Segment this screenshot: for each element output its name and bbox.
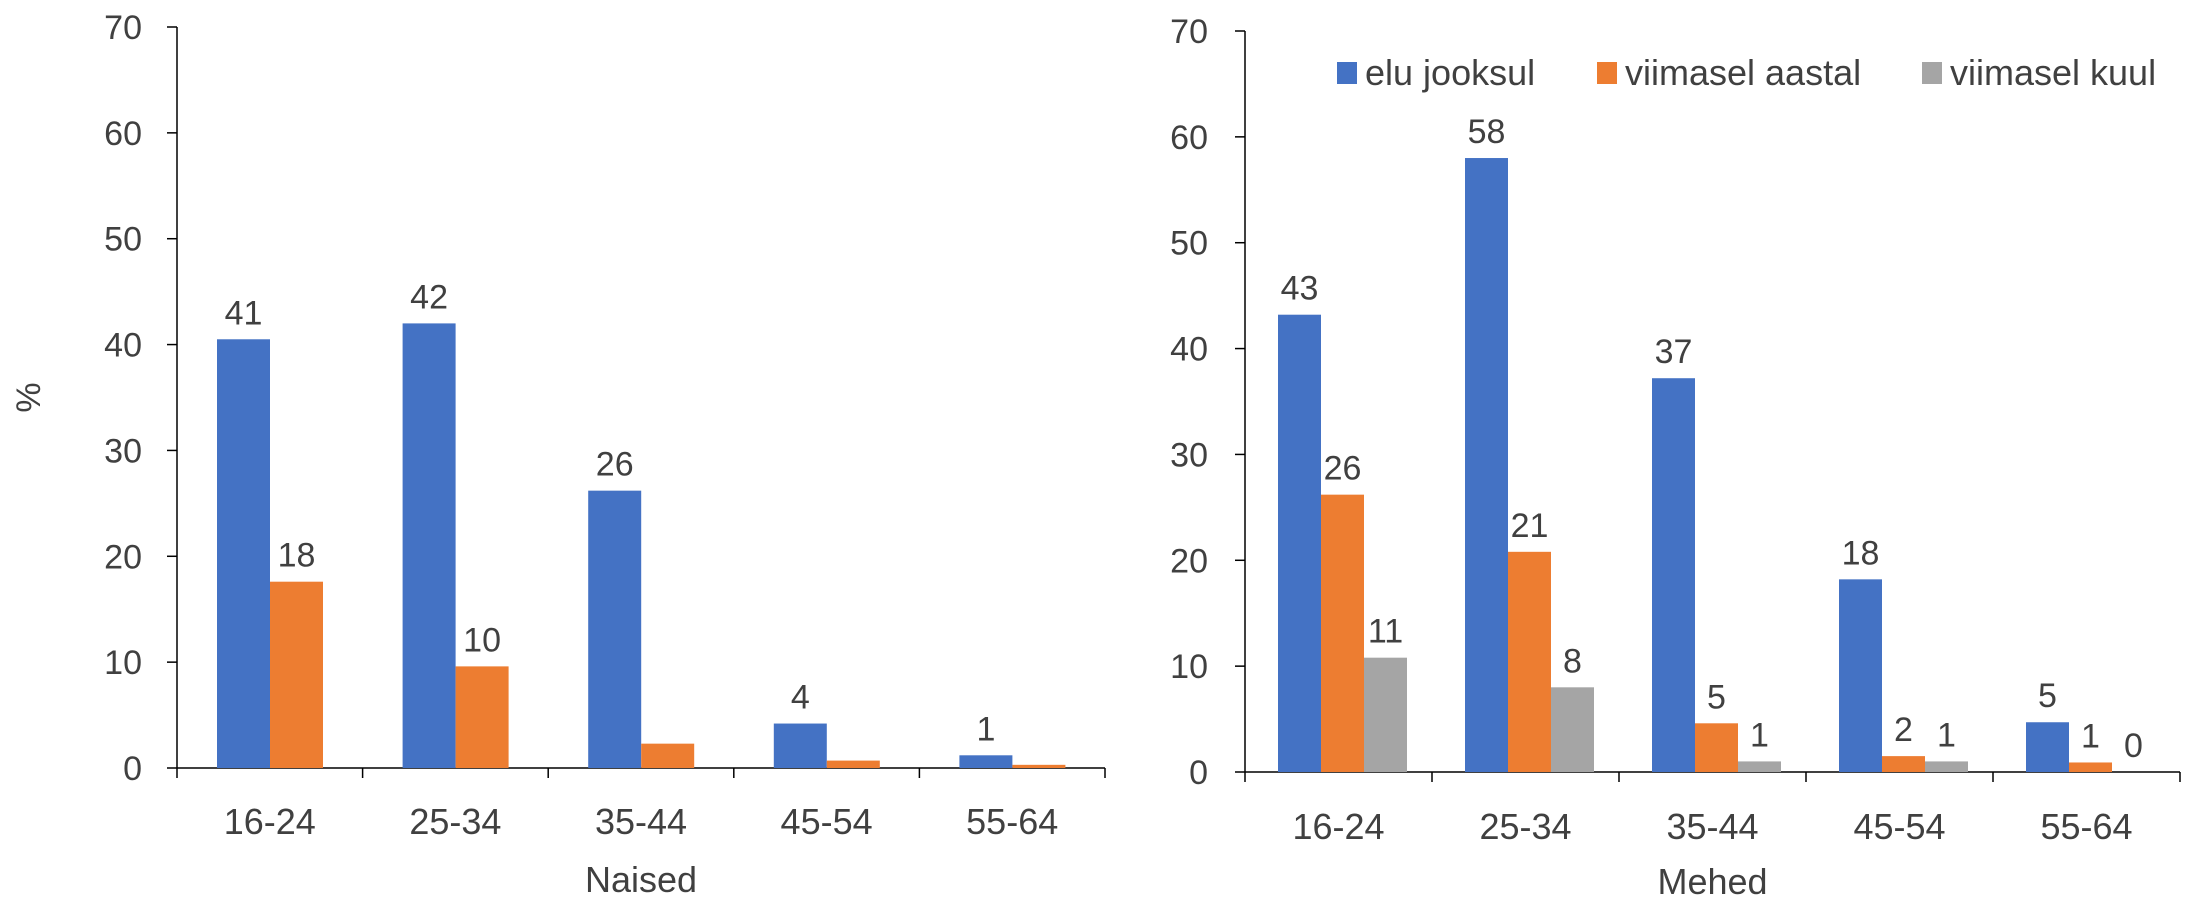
mehed-data-label: 1 — [1937, 716, 1956, 754]
naised-bar-series-1 — [217, 339, 270, 768]
naised-data-label: 41 — [225, 294, 263, 332]
naised-y-tick-label: 10 — [104, 644, 142, 682]
naised-bar-series-2 — [641, 743, 695, 768]
naised-bar-series-2 — [1012, 764, 1066, 768]
naised-category-label: 55-64 — [966, 801, 1058, 842]
mehed-category-label: 25-34 — [1479, 806, 1571, 847]
mehed-data-label: 21 — [1511, 507, 1549, 545]
mehed-data-label: 0 — [2124, 727, 2143, 765]
mehed-y-tick-label: 40 — [1170, 331, 1208, 369]
mehed-bar-series-1 — [1465, 158, 1508, 772]
naised-y-tick-label: 70 — [104, 9, 142, 47]
mehed-x-axis-title: Mehed — [1657, 861, 1767, 901]
naised-data-label: 42 — [410, 278, 448, 316]
mehed-y-tick-label: 30 — [1170, 436, 1208, 474]
mehed-bar-series-2 — [2069, 762, 2112, 772]
mehed-y-tick-label: 20 — [1170, 542, 1208, 580]
mehed-y-tick-label: 0 — [1189, 754, 1208, 792]
mehed-data-label: 8 — [1563, 642, 1582, 680]
legend-label: elu jooksul — [1365, 52, 1535, 93]
naised-category-label: 35-44 — [595, 801, 687, 842]
mehed-bar-series-2 — [1321, 494, 1364, 772]
mehed-bar-series-3 — [1738, 761, 1781, 772]
naised-bar-series-1 — [402, 323, 456, 768]
naised-y-tick-label: 40 — [104, 327, 142, 365]
naised-category-label: 25-34 — [409, 801, 501, 842]
naised-y-tick-label: 60 — [104, 115, 142, 153]
mehed-category-label: 35-44 — [1666, 806, 1758, 847]
mehed-bar-series-2 — [1882, 756, 1925, 772]
mehed-bar-series-2 — [1695, 723, 1738, 772]
mehed-data-label: 11 — [1368, 613, 1403, 651]
mehed-bar-series-2 — [1508, 551, 1551, 772]
naised-x-axis-title: Naised — [585, 859, 697, 900]
mehed-category-label: 55-64 — [2040, 806, 2132, 847]
mehed-bar-series-3 — [1925, 761, 1968, 772]
mehed-data-label: 5 — [1707, 678, 1726, 716]
naised-data-label: 4 — [791, 679, 810, 717]
mehed-data-label: 2 — [1894, 711, 1913, 749]
mehed-category-label: 16-24 — [1292, 806, 1384, 847]
naised-data-label: 10 — [463, 621, 501, 659]
legend-swatch-series-3 — [1922, 62, 1942, 84]
mehed-y-tick-label: 70 — [1170, 13, 1208, 51]
mehed-data-label: 5 — [2038, 677, 2057, 715]
mehed-bar-series-3 — [1364, 657, 1407, 772]
mehed-bar-series-1 — [1278, 314, 1321, 772]
mehed-y-tick-label: 60 — [1170, 119, 1208, 157]
mehed-data-label: 18 — [1842, 534, 1880, 572]
mehed-data-label: 26 — [1324, 450, 1362, 488]
naised-bar-series-1 — [773, 723, 827, 768]
naised-bar-series-2 — [826, 760, 880, 768]
naised-y-tick-label: 0 — [123, 750, 142, 788]
mehed-category-label: 45-54 — [1853, 806, 1945, 847]
mehed-data-label: 1 — [2081, 717, 2100, 755]
naised-bar-series-1 — [588, 490, 642, 768]
mehed-bar-series-1 — [1652, 378, 1695, 772]
naised-y-tick-label: 50 — [104, 221, 142, 259]
naised-category-label: 45-54 — [781, 801, 873, 842]
naised-category-label: 16-24 — [224, 801, 316, 842]
legend-label: viimasel kuul — [1950, 52, 2156, 93]
naised-data-label: 1 — [976, 710, 995, 748]
naised-data-label: 18 — [278, 537, 316, 575]
mehed-data-label: 58 — [1468, 113, 1506, 151]
y-axis-title: % — [10, 382, 48, 412]
legend-swatch-series-1 — [1337, 62, 1357, 84]
naised-bar-series-2 — [455, 666, 509, 768]
mehed-data-label: 1 — [1750, 716, 1769, 754]
naised-bar-series-2 — [270, 581, 323, 768]
mehed-bar-series-1 — [1839, 579, 1882, 772]
mehed-bar-series-1 — [2026, 722, 2069, 772]
naised-data-label: 26 — [596, 446, 634, 484]
legend-label: viimasel aastal — [1625, 52, 1861, 93]
mehed-y-tick-label: 10 — [1170, 648, 1208, 686]
mehed-y-tick-label: 50 — [1170, 225, 1208, 263]
legend-swatch-series-2 — [1597, 62, 1617, 84]
naised-y-tick-label: 20 — [104, 538, 142, 576]
mehed-data-label: 37 — [1655, 333, 1693, 371]
mehed-bar-series-3 — [1551, 687, 1594, 772]
mehed-data-label: 43 — [1281, 270, 1319, 308]
naised-y-tick-label: 30 — [104, 432, 142, 470]
naised-bar-series-1 — [959, 755, 1013, 768]
